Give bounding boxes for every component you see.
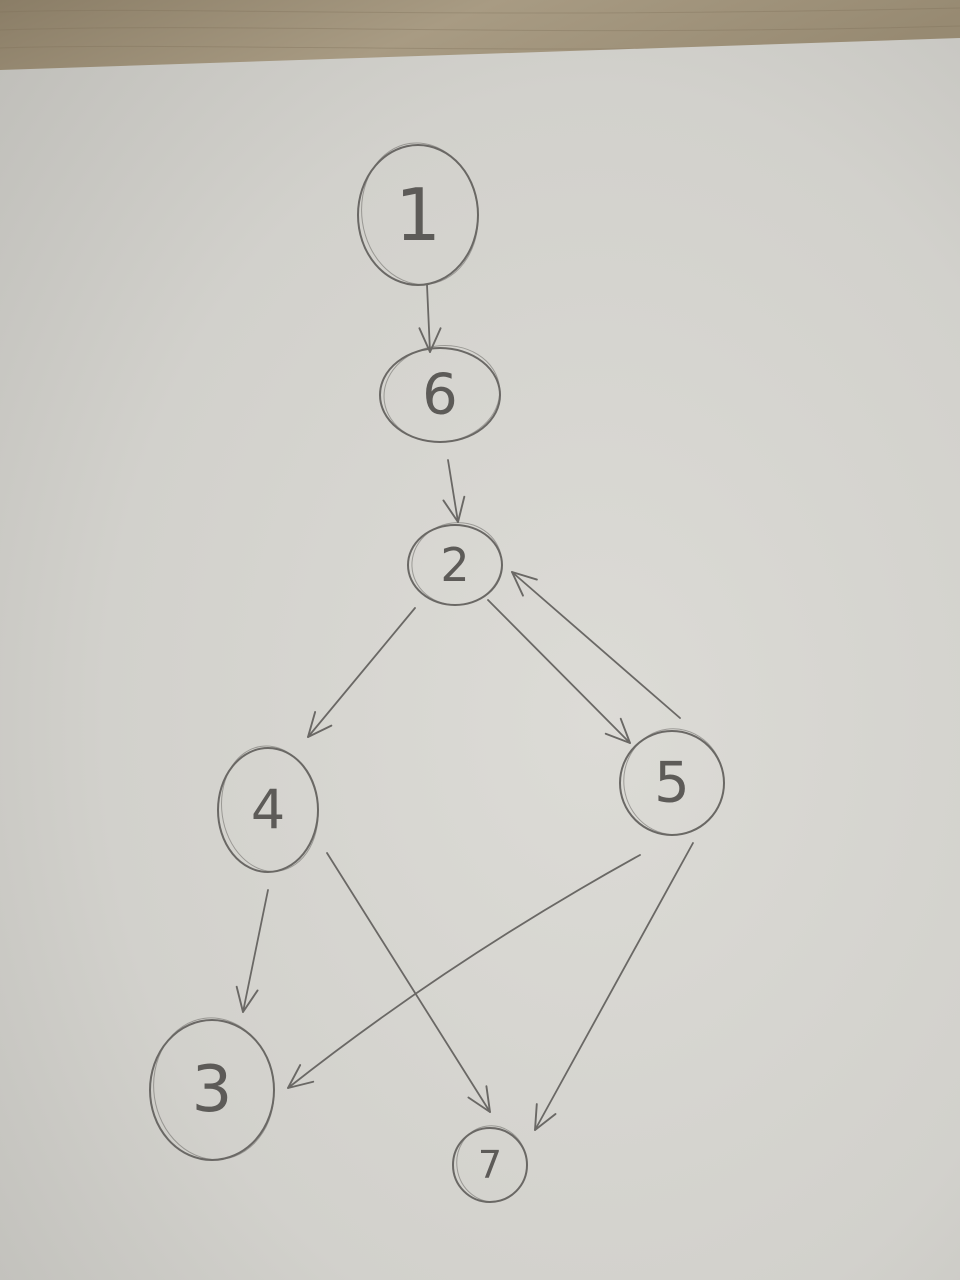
node-circle-overstroke	[411, 522, 503, 606]
node-2: 2	[407, 522, 503, 606]
node-circle-overstroke	[361, 142, 479, 286]
node-label: 2	[440, 538, 469, 592]
node-label: 4	[251, 779, 285, 842]
edge-4-7	[326, 852, 491, 1113]
node-6: 6	[379, 345, 501, 443]
node-label: 3	[192, 1053, 233, 1127]
edges-layer	[235, 284, 694, 1131]
node-circle-overstroke	[383, 345, 501, 443]
edge-line	[447, 459, 459, 523]
edge-line	[326, 852, 491, 1113]
node-5: 5	[619, 728, 725, 836]
edge-4-3	[235, 889, 269, 1013]
edge-2-4	[307, 607, 416, 738]
node-circle-overstroke	[456, 1125, 528, 1203]
node-circle-overstroke	[153, 1017, 275, 1161]
edge-5-2	[511, 571, 681, 719]
node-3: 3	[149, 1017, 275, 1161]
arrowhead	[287, 1064, 315, 1089]
edge-2-5	[487, 599, 631, 744]
edge-line	[511, 571, 681, 719]
paper-sheet	[0, 38, 960, 1280]
arrowhead	[442, 495, 466, 523]
arrowhead	[534, 1103, 557, 1131]
edge-5-7	[534, 842, 694, 1131]
nodes-layer: 1 6 2 4 5 3 7	[149, 142, 725, 1203]
arrowhead	[418, 327, 442, 353]
edge-5-3	[287, 854, 641, 1089]
edge-6-2	[442, 459, 466, 523]
node-7: 7	[452, 1125, 528, 1203]
node-circle-overstroke	[221, 745, 319, 872]
node-4: 4	[217, 745, 319, 873]
node-label: 1	[395, 173, 441, 257]
edge-line	[426, 284, 431, 353]
node-circle-overstroke	[623, 728, 725, 836]
arrowhead	[467, 1085, 491, 1113]
edge-line	[287, 854, 641, 1089]
edge-line	[307, 607, 416, 738]
arrowhead	[235, 985, 259, 1013]
edge-1-6	[418, 284, 442, 353]
edge-line	[242, 889, 269, 1013]
edge-line	[487, 599, 631, 744]
arrowhead	[307, 711, 333, 738]
arrowhead	[511, 571, 538, 597]
node-label: 7	[478, 1143, 502, 1187]
node-1: 1	[357, 142, 479, 286]
arrowhead	[604, 717, 631, 744]
node-label: 6	[422, 363, 458, 428]
node-label: 5	[654, 751, 690, 816]
edge-line	[534, 842, 694, 1131]
